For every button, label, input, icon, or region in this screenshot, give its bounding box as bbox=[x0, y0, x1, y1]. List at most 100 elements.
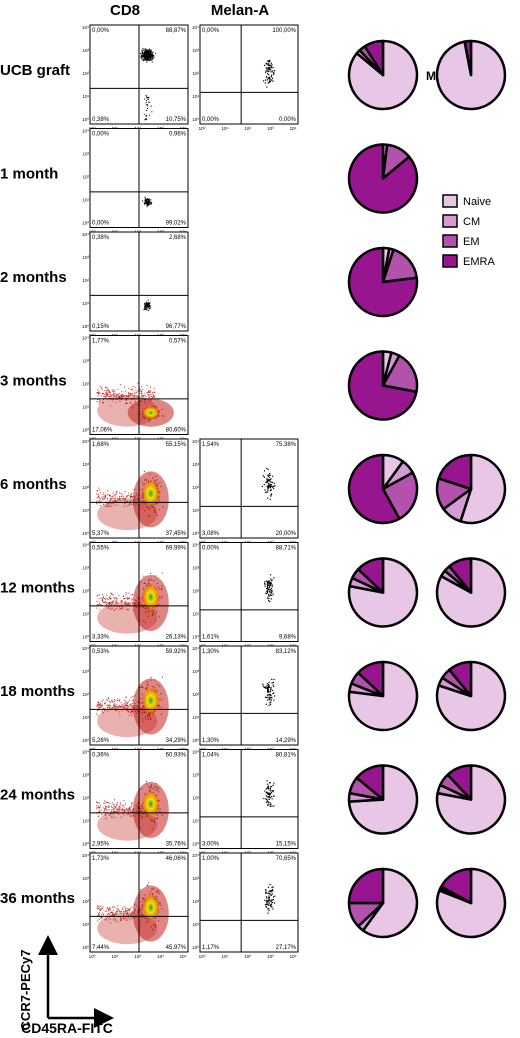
event-dot bbox=[273, 577, 275, 579]
event-dot bbox=[114, 500, 116, 502]
event-dot bbox=[141, 386, 142, 388]
event-dot bbox=[265, 792, 267, 794]
event-dot bbox=[131, 599, 133, 601]
event-dot bbox=[140, 914, 142, 916]
event-dot bbox=[149, 307, 151, 309]
event-dot bbox=[146, 301, 148, 303]
cd8-plot-quadrant-ll: 7,44% bbox=[92, 945, 110, 951]
event-dot bbox=[124, 502, 126, 504]
event-dot bbox=[271, 79, 273, 81]
event-dot bbox=[103, 402, 104, 404]
event-dot bbox=[265, 906, 268, 908]
event-dot bbox=[147, 610, 149, 612]
event-dot bbox=[270, 686, 272, 688]
event-dot bbox=[148, 579, 150, 581]
event-dot bbox=[131, 911, 133, 913]
event-dot bbox=[131, 715, 133, 716]
event-dot bbox=[267, 64, 269, 66]
event-dot bbox=[144, 58, 145, 60]
event-dot bbox=[105, 604, 107, 606]
event-dot bbox=[131, 496, 132, 497]
pie-cd8 bbox=[347, 867, 419, 939]
event-dot bbox=[125, 400, 127, 402]
event-dot bbox=[161, 589, 163, 591]
event-dot bbox=[102, 402, 104, 404]
event-dot bbox=[148, 101, 150, 103]
event-dot bbox=[151, 786, 152, 788]
event-dot bbox=[113, 610, 115, 611]
event-dot bbox=[96, 808, 98, 810]
event-dot bbox=[152, 57, 154, 59]
event-dot bbox=[124, 918, 126, 920]
event-dot bbox=[148, 204, 150, 206]
event-dot bbox=[147, 59, 149, 61]
melan-plot-quadrant-lr: 15,15% bbox=[276, 842, 297, 848]
event-dot bbox=[109, 595, 111, 597]
event-dot bbox=[98, 709, 100, 711]
event-dot bbox=[146, 303, 148, 305]
event-dot bbox=[156, 786, 158, 788]
event-dot bbox=[146, 307, 148, 309]
event-dot bbox=[265, 890, 267, 892]
event-dot bbox=[111, 605, 113, 607]
event-dot bbox=[111, 807, 113, 808]
event-dot bbox=[132, 710, 134, 712]
event-dot bbox=[271, 587, 273, 589]
event-dot bbox=[107, 598, 109, 600]
event-dot bbox=[149, 473, 151, 475]
event-dot bbox=[115, 910, 117, 912]
event-dot bbox=[145, 304, 147, 306]
event-dot bbox=[142, 686, 144, 688]
event-dot bbox=[270, 580, 273, 582]
event-dot bbox=[267, 688, 269, 690]
cd8-plot-quadrant-ul: 1,73% bbox=[92, 856, 110, 862]
event-dot bbox=[148, 58, 150, 60]
event-dot bbox=[128, 392, 129, 394]
event-dot bbox=[268, 598, 270, 600]
event-dot bbox=[110, 598, 112, 599]
event-dot bbox=[272, 77, 274, 79]
x-tick-label: 10² bbox=[244, 954, 251, 959]
event-dot bbox=[141, 418, 142, 420]
event-dot bbox=[270, 69, 272, 71]
event-dot bbox=[120, 816, 122, 818]
event-dot bbox=[135, 493, 137, 495]
event-dot bbox=[267, 699, 269, 701]
row-label: 12 months bbox=[0, 580, 75, 597]
event-dot bbox=[105, 391, 107, 393]
event-dot bbox=[143, 393, 145, 395]
event-dot bbox=[106, 919, 108, 921]
event-dot bbox=[264, 79, 267, 81]
event-dot bbox=[264, 470, 266, 472]
event-dot bbox=[145, 115, 147, 117]
event-dot bbox=[142, 897, 143, 899]
event-dot bbox=[128, 494, 130, 496]
event-dot bbox=[111, 699, 113, 701]
event-dot bbox=[98, 911, 100, 913]
event-dot bbox=[269, 498, 271, 500]
event-dot bbox=[136, 607, 137, 608]
event-dot bbox=[147, 299, 149, 301]
event-dot bbox=[150, 386, 151, 388]
event-dot bbox=[272, 80, 274, 82]
row-label: 3 months bbox=[0, 373, 67, 390]
event-dot bbox=[118, 909, 120, 911]
event-dot bbox=[146, 56, 148, 58]
event-dot bbox=[160, 904, 162, 906]
event-dot bbox=[148, 582, 149, 584]
event-dot bbox=[102, 712, 104, 714]
event-dot bbox=[104, 505, 106, 507]
event-dot bbox=[149, 48, 151, 50]
event-dot bbox=[140, 404, 142, 406]
event-dot bbox=[100, 505, 102, 507]
event-dot bbox=[104, 602, 106, 604]
event-dot bbox=[265, 801, 267, 803]
event-dot bbox=[116, 598, 118, 600]
event-dot bbox=[97, 907, 99, 909]
event-dot bbox=[129, 808, 131, 810]
event-dot bbox=[273, 805, 275, 807]
event-dot bbox=[272, 784, 274, 786]
event-dot bbox=[115, 806, 117, 808]
event-dot bbox=[140, 489, 142, 491]
event-dot bbox=[101, 393, 103, 394]
